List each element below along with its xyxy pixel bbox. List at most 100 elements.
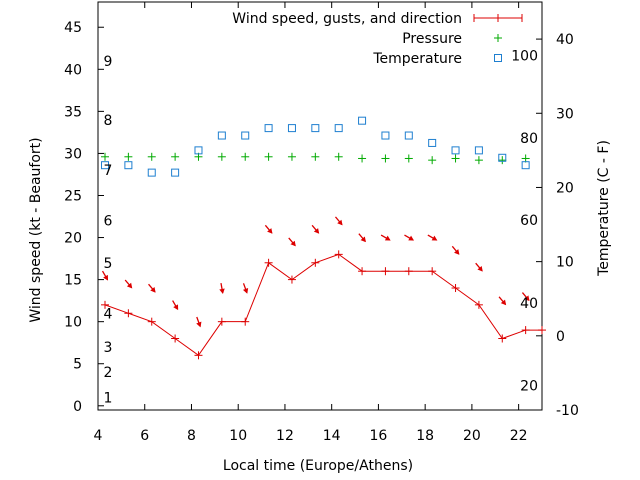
legend-label: Wind speed, gusts, and direction [232, 11, 462, 27]
beaufort-label: 1 [104, 390, 113, 406]
wind-direction-arrow [404, 234, 415, 241]
fahrenheit-label: 80 [520, 131, 538, 147]
x-tick-label: 10 [229, 428, 247, 444]
y2-tick-label: -10 [556, 403, 579, 419]
wind-speed-point [311, 258, 320, 267]
temperature-point [451, 146, 460, 155]
labels-group: 4 6 8 10 12 14 16 18 20 22051015202530354045-1001… [64, 11, 579, 444]
y2-tick-label: 20 [556, 180, 574, 196]
y2-tick-label: 0 [556, 329, 565, 345]
wind-arrow-head [408, 235, 415, 241]
y-tick-label: 20 [64, 231, 82, 247]
pressure-point [521, 154, 530, 163]
wind-direction-arrow [101, 270, 109, 281]
temperature-point [147, 168, 156, 177]
pressure-point [241, 152, 250, 161]
wind-speed-point [124, 309, 133, 318]
pressure-point [334, 152, 343, 161]
beaufort-label: 7 [104, 163, 113, 179]
y2-tick-label: 30 [556, 106, 574, 122]
wind-direction-arrow [196, 316, 202, 328]
pressure-point [474, 156, 483, 165]
wind-speed-point [451, 284, 460, 293]
series-marks-group [101, 14, 546, 360]
pressure-point [217, 152, 226, 161]
legend-label: Temperature [372, 51, 462, 67]
x-tick-label: 6 [140, 428, 149, 444]
pressure-point [404, 154, 413, 163]
wind-direction-arrow [311, 224, 320, 234]
pressure-point [147, 152, 156, 161]
wind-direction-arrow [451, 245, 460, 255]
beaufort-label: 4 [104, 306, 113, 322]
temperature-point [404, 131, 413, 140]
x-tick-label: 8 [187, 428, 196, 444]
wind-speed-point [334, 250, 343, 259]
plot-border [97, 1, 543, 411]
y-tick-label: 0 [73, 399, 82, 415]
temperature-point [311, 124, 320, 133]
pressure-point [101, 152, 110, 161]
wind-direction-arrow [148, 283, 156, 293]
wind-arrow-head [150, 287, 156, 293]
x-tick-label: 20 [463, 428, 481, 444]
y-tick-label: 35 [64, 104, 82, 120]
legend-temperature-marker [494, 54, 502, 62]
wind-arrow-head [126, 282, 133, 289]
y-axis-label: Wind speed (kt - Beaufort) [28, 137, 44, 322]
wind-speed-point [428, 267, 437, 276]
fahrenheit-label: 20 [520, 379, 538, 395]
wind-speed-point [498, 334, 507, 343]
pressure-point [451, 154, 460, 163]
y2-tick-label: 10 [556, 255, 574, 271]
beaufort-label: 3 [104, 340, 113, 356]
wind-speed-point [358, 267, 367, 276]
wind-speed-point [404, 267, 413, 276]
legend-pressure-marker [494, 34, 502, 42]
y-tick-label: 25 [64, 188, 82, 204]
wind-arrow-head [219, 288, 225, 294]
wind-direction-arrow [358, 233, 366, 243]
temperature-point [217, 131, 226, 140]
pressure-point [311, 152, 320, 161]
pressure-point [428, 156, 437, 165]
temperature-point [194, 146, 203, 155]
pressure-point [381, 154, 390, 163]
temperature-point [171, 168, 180, 177]
legend-label: Pressure [402, 31, 462, 47]
x-tick-label: 14 [323, 428, 341, 444]
wind-arrow-head [337, 219, 343, 226]
wind-speed-point [241, 317, 250, 326]
pressure-point [264, 152, 273, 161]
x-tick-label: 4 [94, 428, 103, 444]
wind-arrow-head [267, 228, 273, 234]
temperature-point [124, 161, 133, 170]
wind-arrow-head [313, 228, 320, 234]
wind-direction-arrow [498, 296, 507, 306]
y-tick-label: 30 [64, 146, 82, 162]
temperature-point [358, 116, 367, 125]
pressure-point [171, 152, 180, 161]
y2-axis-label: Temperature (C - F) [596, 140, 612, 277]
wind-direction-arrow [219, 282, 225, 294]
wind-speed-point [171, 334, 180, 343]
x-tick-label: 18 [416, 428, 434, 444]
temperature-point [474, 146, 483, 155]
wind-direction-arrow [334, 216, 343, 226]
wind-speed-point [381, 267, 390, 276]
pressure-point [358, 154, 367, 163]
y-tick-label: 40 [64, 62, 82, 78]
temperature-point [241, 131, 250, 140]
wind-arrow-head [500, 299, 507, 306]
wind-speed-point [474, 300, 483, 309]
temperature-point [521, 161, 530, 170]
wind-direction-arrow [124, 279, 133, 289]
wind-speed-point [521, 326, 530, 335]
beaufort-label: 9 [104, 54, 113, 70]
wind-arrow-head [173, 304, 179, 311]
wind-speed-point [147, 317, 156, 326]
wind-direction-arrow [521, 292, 530, 302]
x-axis-label: Local time (Europe/Athens) [223, 458, 413, 474]
y-tick-label: 5 [73, 357, 82, 373]
wind-arrow-head [360, 236, 366, 243]
